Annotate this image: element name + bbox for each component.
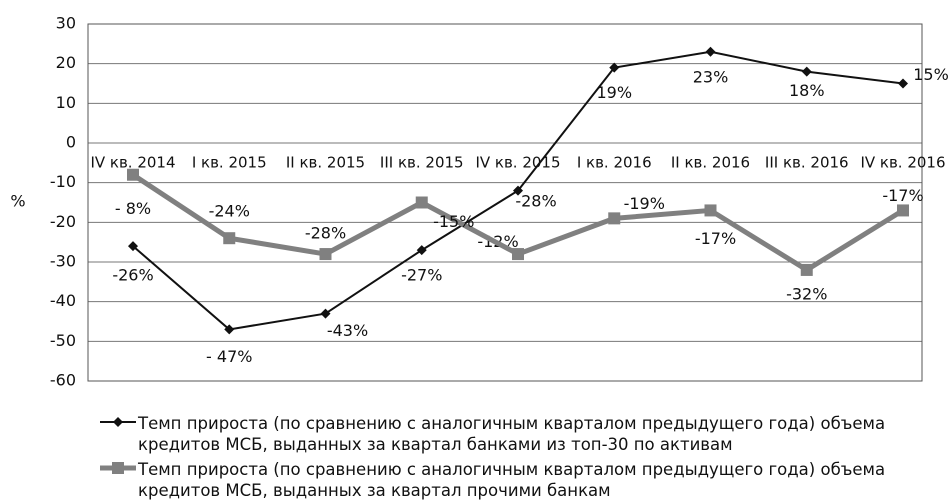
marker	[897, 204, 909, 217]
legend-label: Темп прироста (по сравнению с аналогичны…	[138, 460, 886, 500]
marker	[705, 46, 716, 57]
marker	[513, 185, 523, 196]
marker	[223, 232, 236, 245]
x-tick-label: II кв. 2015	[286, 154, 365, 172]
marker	[801, 66, 812, 77]
y-tick-label: -10	[50, 172, 76, 191]
y-tick-label: 20	[56, 53, 76, 72]
marker	[704, 204, 717, 217]
data-label: 23%	[693, 67, 729, 86]
y-tick-label: 10	[56, 93, 76, 112]
x-tick-label: III кв. 2015	[380, 154, 464, 172]
plot-border	[87, 23, 923, 382]
marker	[800, 263, 813, 276]
data-label: -24%	[209, 202, 250, 221]
data-label: -43%	[327, 321, 368, 340]
y-axis-label: %	[10, 192, 25, 211]
data-label: -17%	[882, 186, 923, 205]
x-tick-label: I кв. 2016	[577, 154, 652, 172]
marker	[609, 62, 620, 73]
marker	[415, 196, 428, 209]
legend-label: Темп прироста (по сравнению с аналогичны…	[138, 414, 886, 454]
data-label: -27%	[401, 266, 442, 285]
data-label: 18%	[789, 81, 825, 100]
data-label: -19%	[624, 194, 665, 213]
marker	[512, 248, 524, 261]
legend-marker	[112, 462, 124, 474]
marker	[320, 308, 331, 319]
marker	[898, 78, 908, 89]
legend-marker	[113, 417, 123, 427]
x-tick-label: IV кв. 2015	[475, 154, 560, 172]
x-tick-label: IV кв. 2016	[860, 154, 945, 172]
y-tick-label: -40	[50, 291, 76, 310]
marker	[319, 248, 332, 261]
y-tick-label: 30	[56, 14, 76, 33]
data-label: - 47%	[206, 347, 252, 366]
x-tick-label: II кв. 2016	[671, 154, 750, 172]
y-tick-label: -20	[50, 212, 76, 231]
data-label: -17%	[695, 229, 736, 248]
marker	[128, 241, 138, 252]
marker	[416, 245, 427, 256]
data-label: -15%	[433, 212, 474, 231]
x-tick-label: I кв. 2015	[192, 154, 267, 172]
y-tick-label: 0	[66, 133, 76, 152]
data-label: 19%	[596, 83, 632, 102]
y-tick-label: -60	[50, 371, 76, 390]
data-label: - 8%	[115, 199, 151, 218]
chart: % -60 -50 -40 -30 -20 -10 0 10 20 30 IV кв. 2014 I …	[10, 14, 949, 390]
data-label: 15%	[913, 65, 949, 84]
marker	[608, 212, 621, 225]
data-label: -26%	[112, 266, 153, 285]
x-tick-label: IV кв. 2014	[90, 154, 175, 172]
y-tick-label: -30	[50, 252, 76, 271]
data-label: -28%	[515, 192, 556, 211]
y-tick-label: -50	[50, 331, 76, 350]
marker	[224, 324, 235, 335]
data-label: -32%	[786, 284, 827, 303]
x-tick-label: III кв. 2016	[765, 154, 849, 172]
data-label: -28%	[305, 224, 346, 243]
marker	[127, 168, 139, 181]
